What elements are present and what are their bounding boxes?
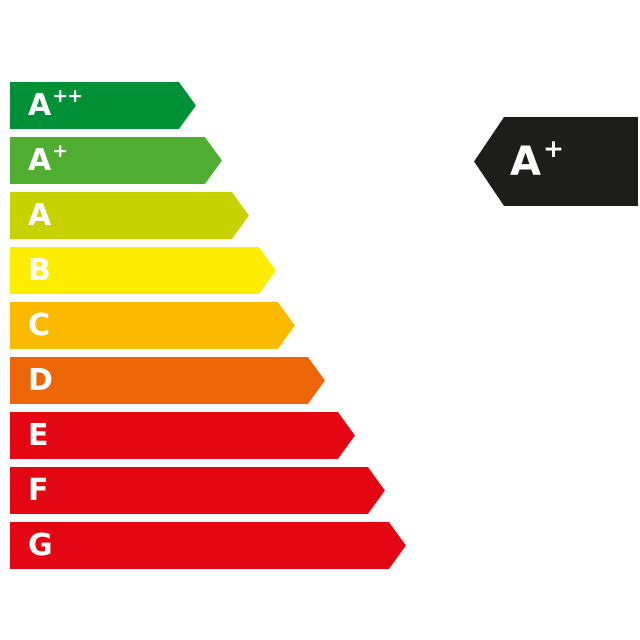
scale-bar-arrow-shape [10, 82, 196, 129]
scale-bar-arrow-shape [10, 192, 249, 239]
scale-bar-arrow-shape [10, 302, 295, 349]
scale-bar-b: B [10, 247, 276, 294]
scale-bar-arrow-shape [10, 137, 222, 184]
scale-bar-f: F [10, 467, 385, 514]
scale-bar-a-plus-plus: A ++ [10, 82, 196, 129]
scale-bar-d: D [10, 357, 325, 404]
scale-bar-arrow-shape [10, 467, 385, 514]
efficiency-class-result-badge: A + [474, 117, 638, 206]
scale-bar-a: A [10, 192, 249, 239]
scale-bar-c: C [10, 302, 295, 349]
scale-bar-arrow-shape [10, 357, 325, 404]
scale-bar-a-plus: A + [10, 137, 222, 184]
scale-bar-arrow-shape [10, 522, 406, 569]
scale-bar-arrow-shape [10, 412, 355, 459]
scale-bar-arrow-shape [10, 247, 276, 294]
result-badge-arrow-shape [474, 117, 638, 206]
scale-bar-g: G [10, 522, 406, 569]
efficiency-class-scale: A ++ A + A B [10, 82, 406, 569]
scale-bar-e: E [10, 412, 355, 459]
